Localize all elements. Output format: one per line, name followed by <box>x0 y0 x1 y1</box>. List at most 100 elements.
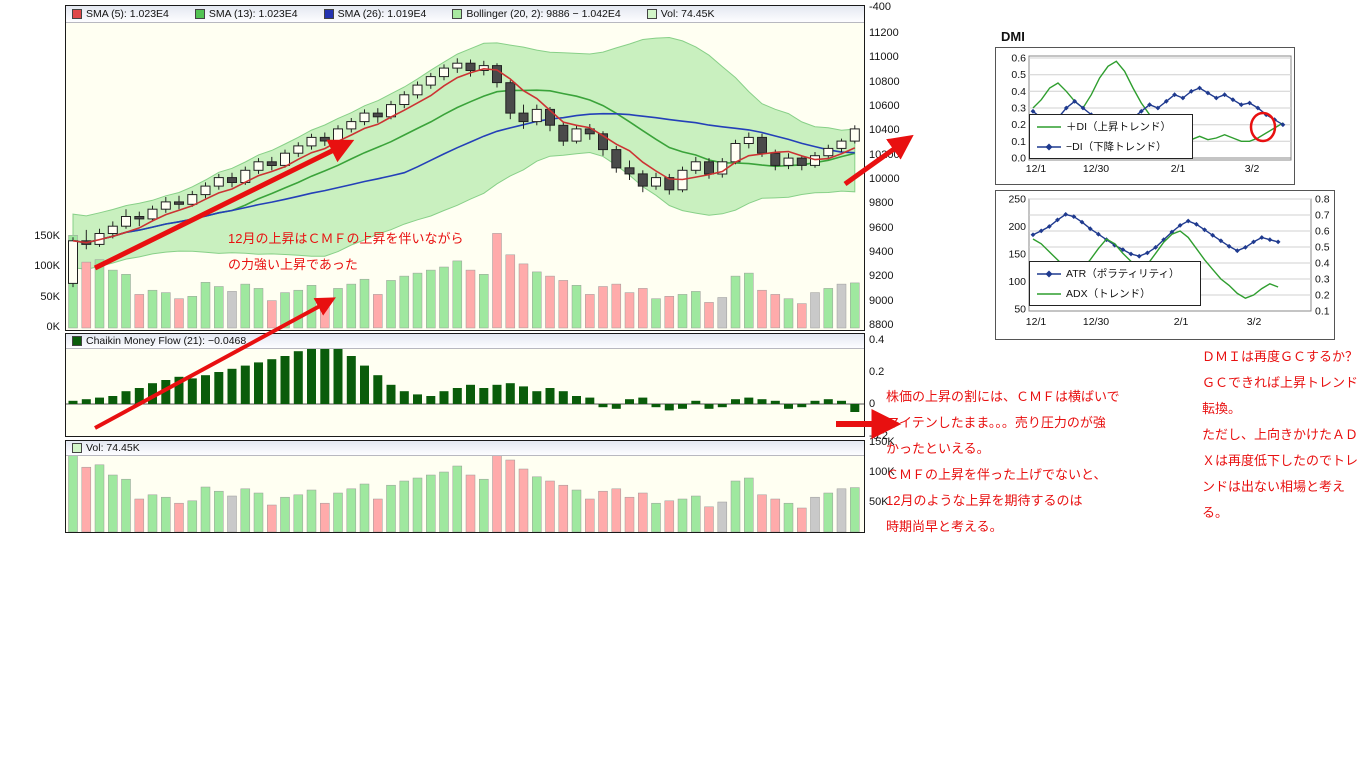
note-line: Ｘは再度低下したのでトレ <box>1202 453 1359 468</box>
note-line: 12月のような上昇を期待するのは <box>886 493 1083 508</box>
svg-text:0.8: 0.8 <box>1315 194 1330 206</box>
legend-swatch <box>194 9 205 19</box>
legend-entry-plus-di: ＋DI（上昇トレンド） <box>1036 119 1186 134</box>
note-line: 12月の上昇はＣＭＦの上昇を伴いながら <box>228 231 464 246</box>
svg-text:50: 50 <box>1014 304 1026 316</box>
svg-text:0.3: 0.3 <box>1011 103 1026 115</box>
svg-text:0.6: 0.6 <box>1315 226 1330 238</box>
legend-label: Chaikin Money Flow (21): −0.0468 <box>86 335 247 347</box>
svg-text:200: 200 <box>1008 221 1026 233</box>
legend-entry-atr: ATR（ポラティリティ） <box>1036 266 1194 281</box>
note-line: マイテンしたまま。。。売り圧力のが強 <box>886 415 1106 430</box>
svg-text:250: 250 <box>1008 194 1026 206</box>
legend-label: SMA (26): 1.019E4 <box>337 8 427 20</box>
svg-text:150: 150 <box>1008 249 1026 261</box>
volume-tick-label: 0K <box>46 321 60 333</box>
legend-swatch <box>323 9 334 19</box>
svg-text:12/30: 12/30 <box>1083 163 1109 175</box>
note-cmf-comment: 株価の上昇の割には、ＣＭＦは横ばいで マイテンしたまま。。。売り圧力のが強 かったと… <box>886 384 1120 540</box>
cmf-chart-panel: Chaikin Money Flow (21): −0.0468 <box>65 333 865 437</box>
svg-text:0.7: 0.7 <box>1315 210 1330 222</box>
note-line: 株価の上昇の割には、ＣＭＦは横ばいで <box>886 389 1120 404</box>
legend-item: Bollinger (20, 2): 9886 − 1.042E4 <box>452 8 621 20</box>
cmf-chart-legend: Chaikin Money Flow (21): −0.0468 <box>66 334 864 349</box>
price-tick-label: 8800 <box>869 319 894 331</box>
price-tick-label: 11200 <box>869 27 899 39</box>
price-tick-label: 9600 <box>869 222 894 234</box>
legend-line-swatch <box>1037 270 1061 277</box>
svg-text:2/1: 2/1 <box>1171 163 1186 175</box>
volume-chart-legend: Vol: 74.45K <box>66 441 864 456</box>
svg-text:0.2: 0.2 <box>1315 290 1330 302</box>
svg-text:0.5: 0.5 <box>1315 242 1330 254</box>
svg-text:100: 100 <box>1008 276 1026 288</box>
cmf-chart-canvas <box>66 343 864 412</box>
dmi-title: DMI <box>1001 29 1025 44</box>
volume-panel-tick-label: 100K <box>869 466 895 478</box>
svg-text:0.5: 0.5 <box>1011 69 1026 81</box>
volume-tick-label: 50K <box>40 291 60 303</box>
svg-text:0.1: 0.1 <box>1011 136 1026 148</box>
note-line: ＧＣできれば上昇トレンド <box>1202 375 1359 390</box>
note-line: の力強い上昇であった <box>228 257 358 272</box>
legend-item: Vol: 74.45K <box>72 442 140 454</box>
legend-label: ＋DI（上昇トレンド） <box>1066 121 1171 133</box>
price-tick-label: 10400 <box>869 124 900 136</box>
legend-swatch <box>72 336 82 346</box>
legend-label: ADX（トレンド） <box>1066 288 1151 300</box>
price-tick-label: 10200 <box>869 149 900 161</box>
svg-text:0.2: 0.2 <box>1011 119 1026 131</box>
note-dmi-comment: ＤＭＩは再度ＧＣするか？ ＧＣできれば上昇トレンド 転換。ただし、上向きかけたＡＤ Ｘ… <box>1202 344 1358 526</box>
price-tick-label: 10000 <box>869 173 900 185</box>
legend-label: −DI（下降トレンド） <box>1066 141 1167 153</box>
price-tick-label: 9000 <box>869 295 894 307</box>
price-tick-label: 9200 <box>869 270 894 282</box>
svg-text:0.6: 0.6 <box>1011 53 1026 65</box>
legend-item: SMA (5): 1.023E4 <box>72 8 169 20</box>
note-line: ンドは出ない相場と考え <box>1202 479 1346 494</box>
note-line: ＣＭＦの上昇を伴った上げでないと、 <box>886 467 1107 482</box>
volume-chart-canvas <box>68 441 860 532</box>
note-line: る。 <box>1202 505 1229 520</box>
legend-line-swatch <box>1037 143 1061 150</box>
note-december-rise: 12月の上昇はＣＭＦの上昇を伴いながら の力強い上昇であった <box>228 226 463 278</box>
legend-label: Bollinger (20, 2): 9886 − 1.042E4 <box>466 8 621 20</box>
legend-swatch <box>646 9 657 19</box>
cmf-tick-label: 0.2 <box>869 366 885 378</box>
svg-text:0.4: 0.4 <box>1315 258 1330 270</box>
legend-item: SMA (13): 1.023E4 <box>194 8 298 20</box>
price-tick-label: 10600 <box>869 100 900 112</box>
legend-swatch <box>72 9 82 19</box>
cmf-bars <box>66 343 864 412</box>
legend-label: SMA (5): 1.023E4 <box>86 8 169 20</box>
volume-bars <box>68 441 860 532</box>
cmf-tick-label: 0.4 <box>869 334 885 346</box>
legend-label: ATR（ポラティリティ） <box>1066 268 1180 280</box>
volume-tick-label: 150K <box>34 230 60 242</box>
legend-line-swatch <box>1037 125 1061 128</box>
legend-label: Vol: 74.45K <box>86 442 140 454</box>
svg-text:0.0: 0.0 <box>1011 153 1026 165</box>
svg-text:12/30: 12/30 <box>1083 316 1109 328</box>
svg-text:0.1: 0.1 <box>1315 306 1330 318</box>
axis-extra-label: -400 <box>869 1 892 13</box>
svg-text:0.4: 0.4 <box>1011 86 1026 98</box>
price-tick-label: 11000 <box>869 51 899 63</box>
price-tick-label: 9800 <box>869 197 894 209</box>
price-tick-label: 10800 <box>869 76 900 88</box>
volume-panel-tick-label: 150K <box>869 436 895 448</box>
note-line: 転換。 <box>1202 401 1242 416</box>
legend-label: Vol: 74.45K <box>660 8 715 20</box>
note-line: ＤＭＩは再度ＧＣするか？ <box>1202 349 1359 364</box>
svg-text:2/1: 2/1 <box>1174 316 1189 328</box>
svg-text:0.3: 0.3 <box>1315 274 1330 286</box>
legend-line-swatch <box>1037 292 1061 295</box>
note-line: 時期尚早と考える。 <box>886 519 1003 534</box>
atr-adx-legend: ATR（ポラティリティ） ADX（トレンド） <box>1029 261 1201 306</box>
price-chart-legend: SMA (5): 1.023E4 SMA (13): 1.023E4 SMA (26… <box>66 6 864 23</box>
legend-item: Chaikin Money Flow (21): −0.0468 <box>72 335 246 347</box>
price-chart-panel: SMA (5): 1.023E4 SMA (13): 1.023E4 SMA (26… <box>65 5 865 331</box>
legend-label: SMA (13): 1.023E4 <box>208 8 298 20</box>
note-line: ただし、上向きかけたＡＤ <box>1202 427 1359 442</box>
